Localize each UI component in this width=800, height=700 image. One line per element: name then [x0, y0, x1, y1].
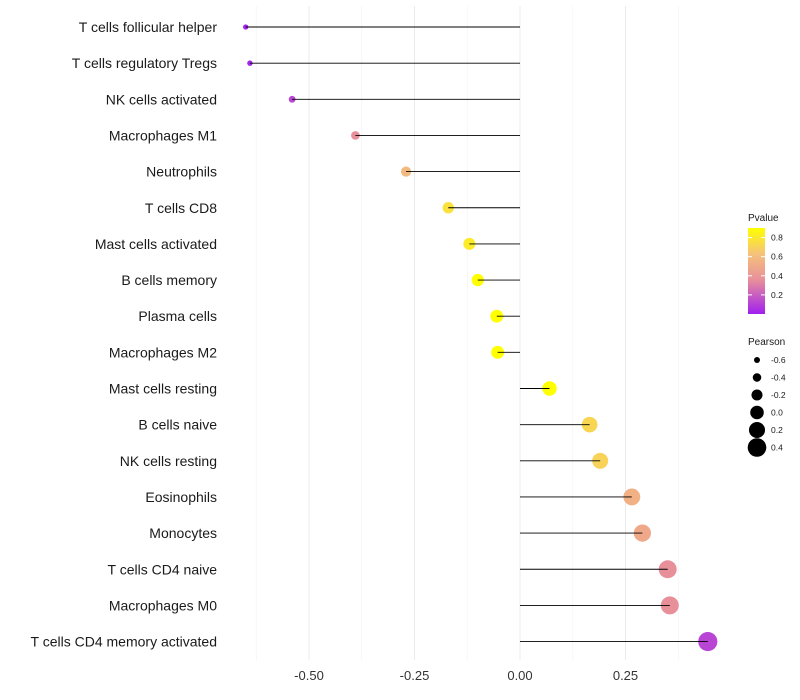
pvalue-tick-label: 0.8: [771, 233, 783, 243]
pearson-legend-label: 0.4: [771, 443, 783, 453]
x-tick-label: 0.00: [507, 668, 532, 683]
category-labels: T cells follicular helper T cells regulat…: [31, 19, 218, 650]
category-label: Neutrophils: [146, 164, 217, 180]
category-label: Macrophages M0: [109, 597, 217, 613]
category-label: T cells follicular helper: [79, 19, 218, 35]
category-label: T cells CD8: [145, 200, 217, 216]
category-label: T cells CD4 naive: [108, 561, 218, 577]
pearson-legend-dot: [752, 373, 762, 382]
category-label: T cells CD4 memory activated: [31, 634, 217, 650]
pearson-legend-dot: [754, 357, 760, 363]
category-label: NK cells activated: [106, 91, 217, 107]
pearson-legend-dot: [748, 421, 766, 439]
pearson-legend-label: -0.4: [771, 373, 786, 383]
x-tick-label: 0.25: [613, 668, 638, 683]
x-tick-label: -0.25: [400, 668, 430, 683]
pearson-legend-label: 0.0: [771, 408, 783, 418]
category-label: NK cells resting: [120, 453, 217, 469]
pvalue-tick-label: 0.2: [771, 290, 783, 300]
pearson-legend-dot: [751, 389, 763, 401]
stem-layer: [245, 26, 708, 642]
category-label: Plasma cells: [138, 308, 217, 324]
pearson-legend-label: -0.2: [771, 390, 786, 400]
category-label: Monocytes: [149, 525, 217, 541]
category-label: Macrophages M2: [109, 344, 217, 360]
grid-layer: [255, 6, 679, 660]
pvalue-tick-label: 0.4: [771, 271, 783, 281]
pearson-legend-title: Pearson: [748, 337, 785, 348]
pvalue-tick-label: 0.6: [771, 252, 783, 262]
pvalue-legend-ticks: 0.8 0.6 0.4 0.2: [748, 233, 783, 300]
category-label: B cells memory: [121, 272, 217, 288]
pearson-legend-dot: [750, 405, 764, 420]
category-label: T cells regulatory Tregs: [72, 55, 217, 71]
point-layer: [243, 24, 718, 652]
category-label: Mast cells resting: [109, 381, 217, 397]
lollipop-point: [660, 596, 679, 615]
pearson-legend-dot: [747, 438, 767, 457]
category-label: Eosinophils: [145, 489, 217, 505]
category-label: Mast cells activated: [95, 236, 217, 252]
x-tick-label: -0.50: [294, 668, 324, 683]
pearson-legend-label: -0.6: [771, 355, 786, 365]
pearson-legend-label: 0.2: [771, 425, 783, 435]
category-label: B cells naive: [138, 417, 217, 433]
x-axis-tick-labels: -0.50 -0.25 0.00 0.25: [294, 668, 638, 683]
pearson-legend-items: -0.6 -0.4 -0.2 0.0 0.2 0.4: [747, 355, 786, 457]
category-label: Macrophages M1: [109, 127, 217, 143]
legends: Pvalue 0.8 0.6 0.4 0.2 Pearson -0.6 -0.4 -0.2…: [747, 213, 786, 457]
pvalue-legend-title: Pvalue: [748, 213, 779, 224]
pvalue-colorbar: [748, 228, 765, 314]
